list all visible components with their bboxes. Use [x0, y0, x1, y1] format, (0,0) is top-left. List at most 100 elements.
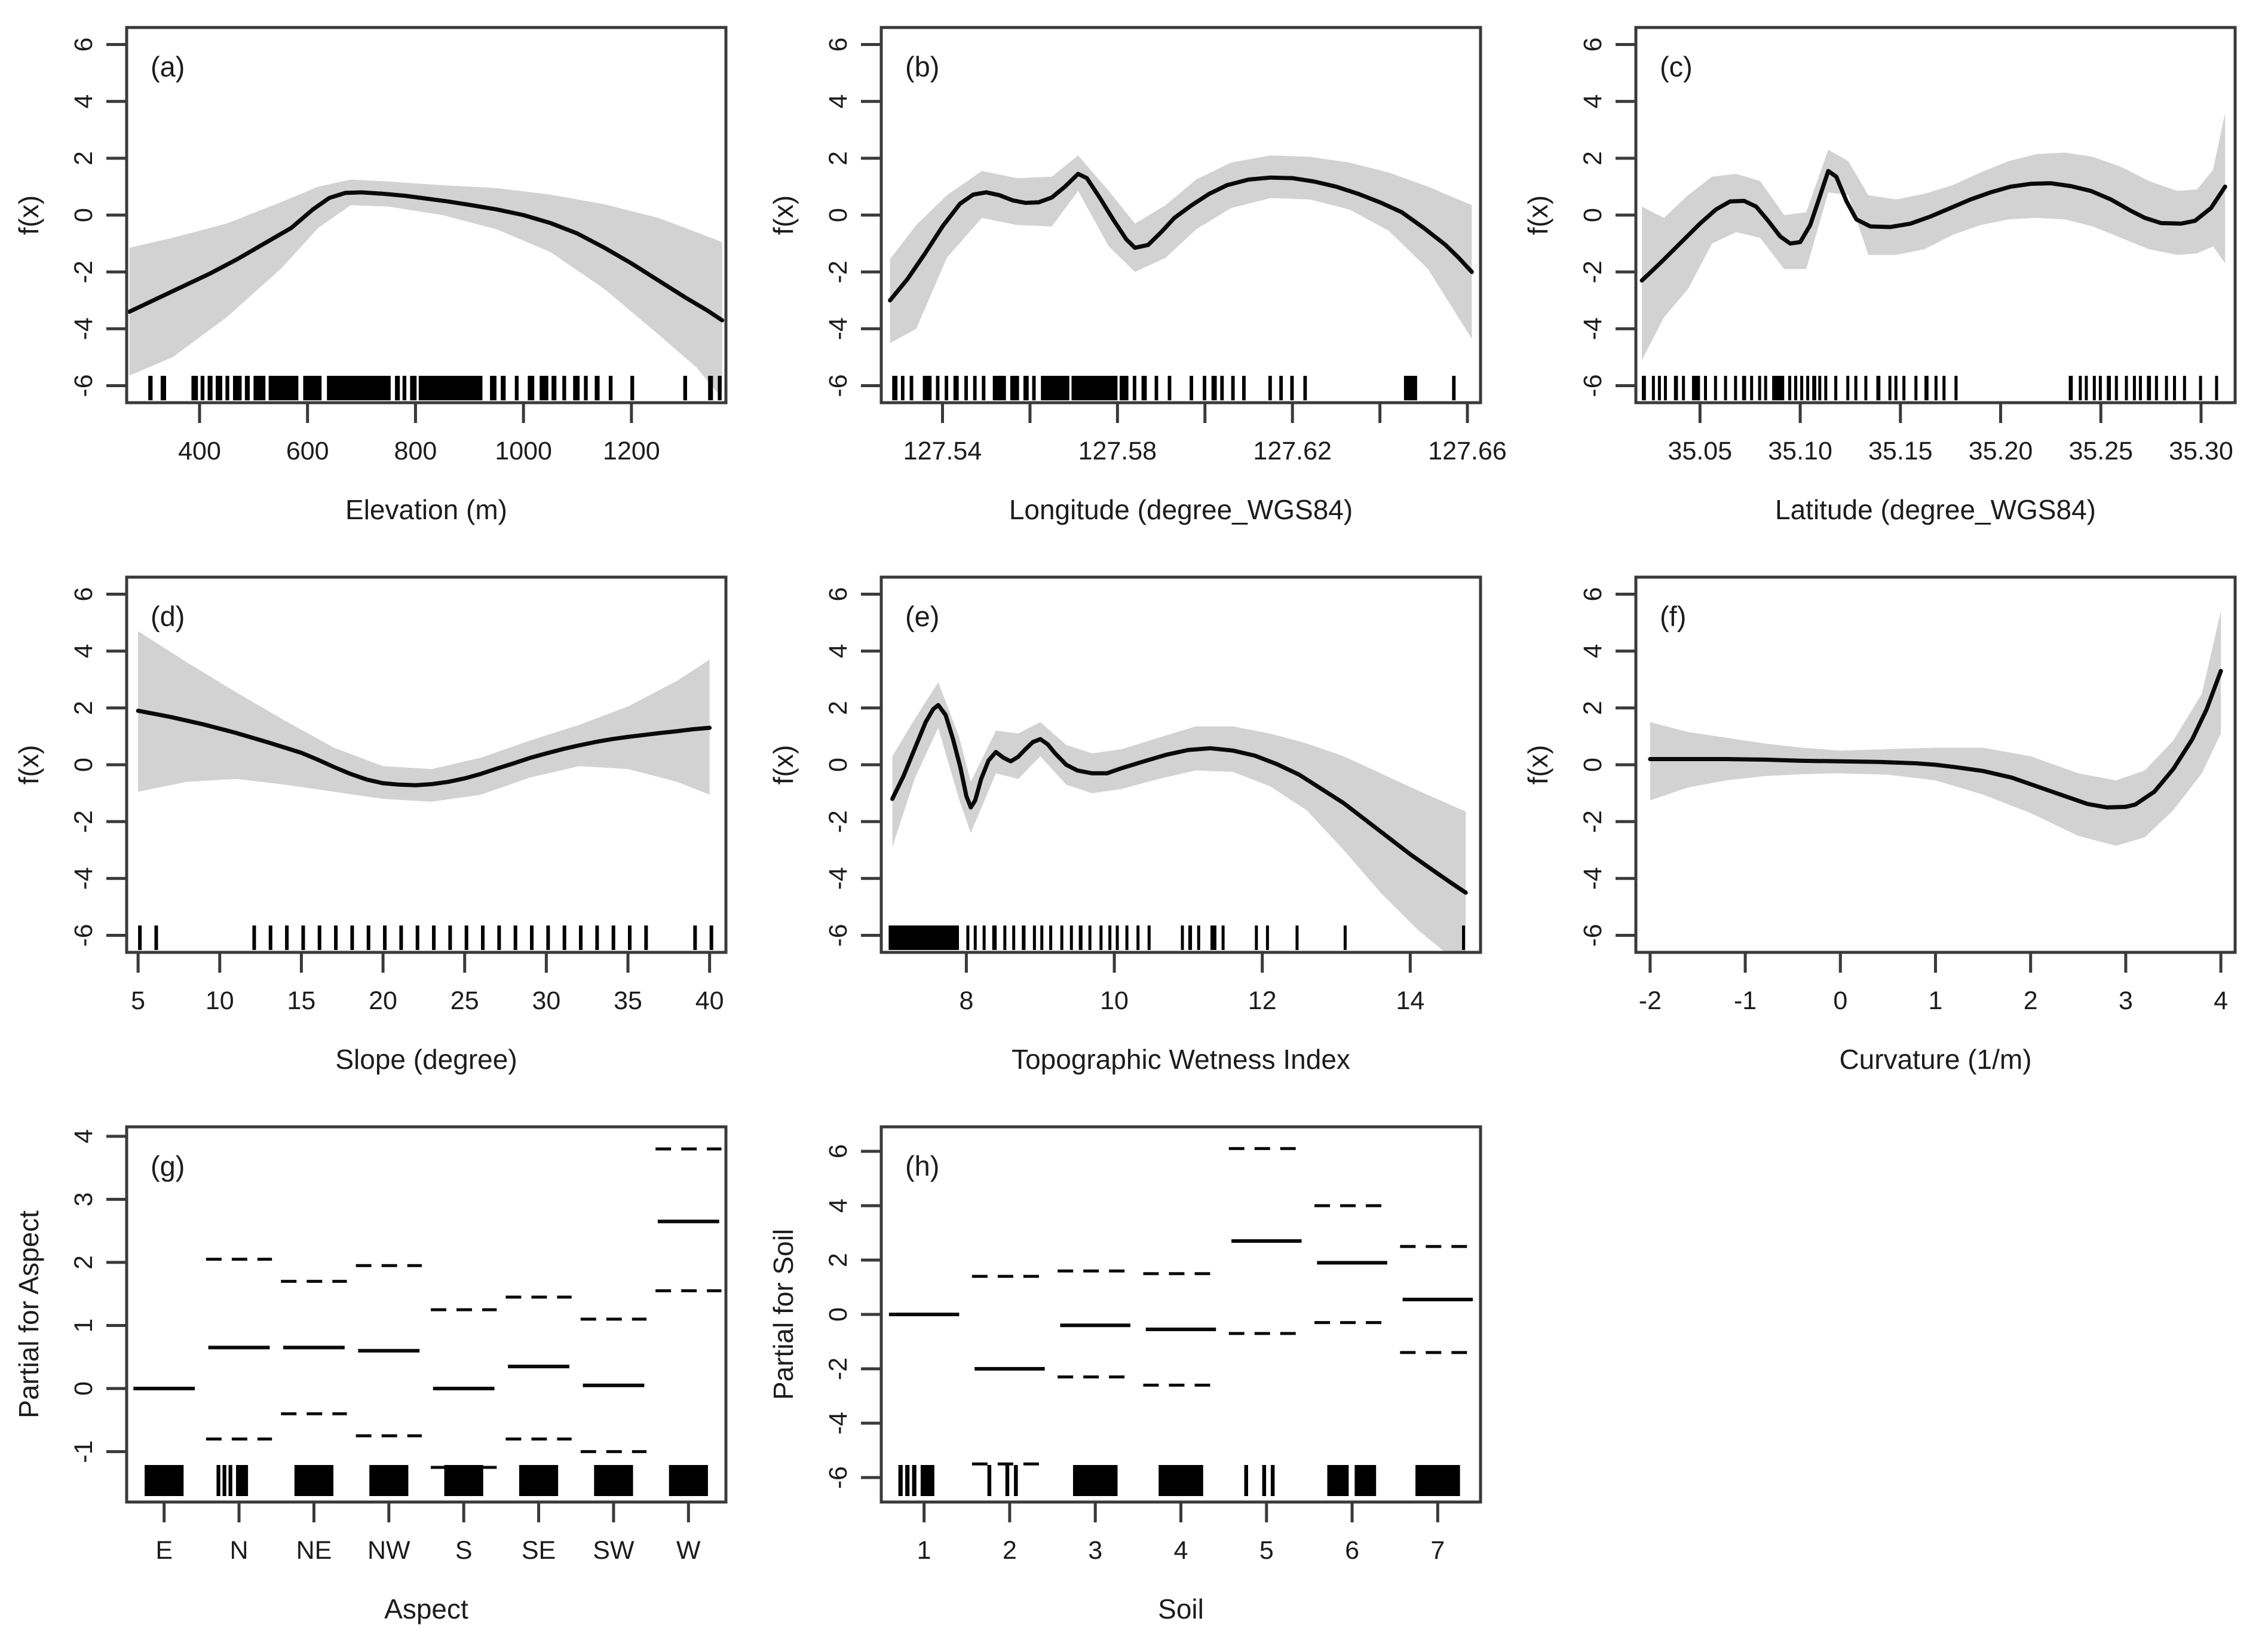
panel-letter-h: (h)	[905, 1150, 939, 1182]
x-tick-label: 5	[131, 986, 145, 1015]
y-tick-label: 4	[1579, 94, 1607, 109]
y-tick-label: -6	[69, 374, 98, 397]
y-tick-label: 0	[1579, 758, 1607, 772]
factor-level-2	[971, 1274, 1047, 1496]
y-tick-label: 6	[824, 38, 853, 52]
rug-block	[987, 1465, 992, 1496]
factor-level-W	[655, 1147, 722, 1496]
y-tick-label: 2	[824, 701, 853, 715]
plot-box	[125, 1125, 728, 1504]
panel-c-svg: 35.05 35.10 35.15 35.20 35.25 35.30 -6 -4 -2 0 2 4 6…	[1522, 26, 2237, 525]
y-tick-label: 0	[69, 208, 98, 222]
rug-block	[669, 1465, 708, 1496]
x-tick-label: 1	[917, 1536, 931, 1565]
rug-block	[294, 1465, 334, 1496]
y-axis: -6 -4 -2 0 2 4 6	[69, 38, 127, 397]
rug-block	[1005, 1465, 1010, 1496]
confidence-band	[129, 179, 722, 399]
x-tick-label: 6	[1345, 1536, 1359, 1565]
x-tick-label: 127.66	[1428, 437, 1507, 465]
y-tick-label: -2	[824, 1357, 853, 1380]
y-axis-title: f(x)	[1522, 745, 1553, 784]
panel-e: 8 10 12 14 -6 -4 -2 0 2 4 6 Topographic Wetness Ind…	[755, 550, 1509, 1099]
factor-level-S	[431, 1308, 497, 1496]
y-tick-label: -2	[824, 260, 853, 283]
y-tick-label: -6	[1579, 924, 1607, 946]
y-tick-label: 6	[824, 1144, 853, 1158]
rug-marks	[148, 376, 722, 400]
x-axis: -2 -1 0 1 2 3 4	[1639, 952, 2228, 1015]
x-tick-label: 20	[369, 986, 397, 1015]
panel-letter-e: (e)	[905, 600, 939, 632]
confidence-band	[1642, 112, 2226, 360]
panel-h: 1 2 3 4 5 6 7 -6 -4 -2 0 2 4 6 Soil Partial for Soil (h)	[755, 1099, 1509, 1650]
x-tick-label: 4	[1174, 1536, 1188, 1565]
rug-marks	[138, 925, 713, 950]
x-tick-label: NW	[367, 1536, 410, 1565]
y-tick-label: -4	[824, 1412, 853, 1435]
panel-letter-b: (b)	[905, 51, 939, 82]
rug-block	[898, 1465, 903, 1496]
x-tick-label: 35.30	[2169, 437, 2233, 465]
x-tick-label: 3	[2119, 986, 2133, 1015]
x-tick-label: 400	[178, 437, 221, 465]
factor-level-7	[1400, 1245, 1476, 1496]
x-tick-label: 15	[287, 986, 316, 1015]
x-tick-label: 7	[1430, 1536, 1445, 1565]
y-tick-label: 1	[69, 1319, 98, 1333]
x-axis-title: Topographic Wetness Index	[1012, 1044, 1350, 1075]
rug-block	[912, 1465, 917, 1496]
x-axis: 1 2 3 4 5 6 7	[917, 1502, 1445, 1565]
y-tick-label: 4	[824, 94, 853, 109]
x-tick-label: 35.25	[2068, 437, 2133, 465]
rug-block	[594, 1465, 633, 1496]
y-axis-title: f(x)	[768, 745, 799, 784]
x-tick-label: 127.58	[1078, 437, 1157, 465]
factor-level-E	[133, 1387, 195, 1496]
y-axis: -6 -4 -2 0 2 4 6	[1579, 38, 1636, 397]
rug-block	[222, 1465, 226, 1496]
x-tick-label: N	[230, 1536, 249, 1565]
smooth-curve	[888, 171, 1474, 303]
rug-block	[1262, 1465, 1267, 1496]
x-tick-label: -1	[1734, 986, 1757, 1015]
x-tick-label: 35.20	[1969, 437, 2033, 465]
rug-block	[145, 1465, 184, 1496]
x-tick-label: 35	[614, 986, 642, 1015]
x-axis-title: Aspect	[384, 1593, 468, 1625]
x-tick-label: 40	[695, 986, 724, 1015]
x-axis-title: Curvature (1/m)	[1839, 1044, 2031, 1075]
y-tick-label: 6	[69, 38, 98, 52]
x-tick-label: 1	[1929, 986, 1943, 1015]
x-tick-label: 8	[959, 986, 973, 1015]
y-tick-label: -6	[69, 924, 98, 946]
x-tick-label: 0	[1833, 986, 1847, 1015]
rug-block	[369, 1465, 409, 1496]
y-tick-label: -2	[69, 260, 98, 283]
panel-letter-d: (d)	[151, 600, 185, 632]
rug-block	[228, 1465, 232, 1496]
y-tick-label: 0	[824, 758, 853, 772]
y-tick-label: 2	[824, 151, 853, 165]
rug-block	[920, 1465, 934, 1496]
x-axis: 8 10 12 14	[959, 952, 1424, 1015]
smooth-curve	[1639, 168, 2227, 283]
panel-e-svg: 8 10 12 14 -6 -4 -2 0 2 4 6 Topographic Wetness Ind…	[768, 575, 1482, 1075]
panel-letter-g: (g)	[151, 1150, 185, 1182]
y-tick-label: 6	[69, 587, 98, 602]
x-axis-title: Latitude (degree_WGS84)	[1775, 494, 2096, 525]
x-axis-title: Longitude (degree_WGS84)	[1009, 494, 1353, 525]
factor-level-1	[888, 1313, 960, 1496]
x-tick-label: 12	[1248, 986, 1277, 1015]
y-tick-label: 4	[69, 94, 98, 109]
y-tick-label: 4	[69, 644, 98, 658]
factor-level-5	[1228, 1147, 1304, 1496]
x-tick-label: 3	[1088, 1536, 1102, 1565]
y-axis: -6 -4 -2 0 2 4 6	[824, 587, 881, 947]
factor-level-NW	[355, 1264, 422, 1496]
y-axis-title: f(x)	[1522, 195, 1553, 235]
x-tick-label: 600	[286, 437, 329, 465]
y-axis: -6 -4 -2 0 2 4 6	[824, 1144, 881, 1489]
y-tick-label: -2	[824, 810, 853, 833]
x-tick-label: 10	[1100, 986, 1129, 1015]
